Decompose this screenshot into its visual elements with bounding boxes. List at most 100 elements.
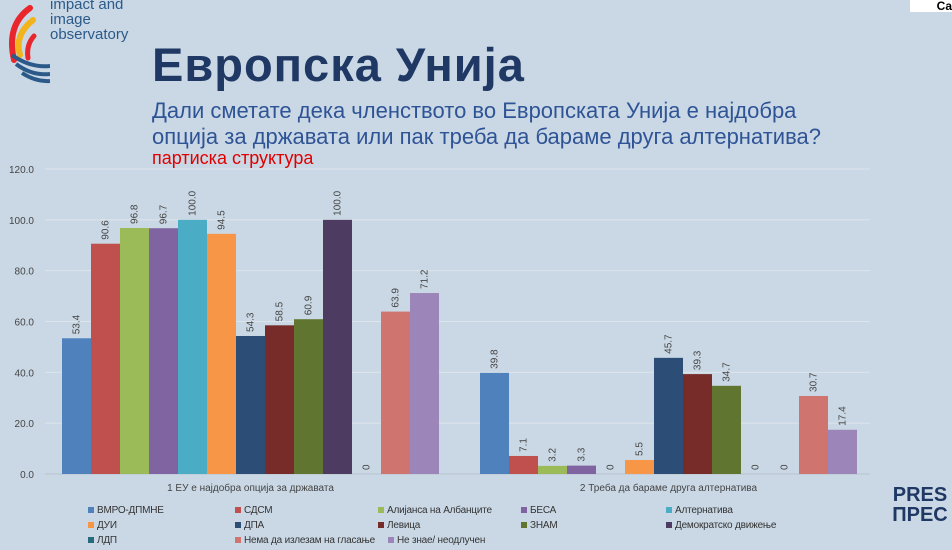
data-label: 90.6 xyxy=(101,220,112,240)
data-label: 39.8 xyxy=(490,349,501,369)
legend-swatch xyxy=(521,507,527,513)
data-label: 63.9 xyxy=(391,288,402,308)
survey-question: Дали сметате дека членството во Европска… xyxy=(152,98,821,149)
legend-label: БЕСА xyxy=(530,505,557,516)
y-tick-label: 60.0 xyxy=(15,318,35,329)
legend-label: ВМРО-ДПМНЕ xyxy=(97,505,164,516)
press-logo: PRES ПРЕС xyxy=(890,485,950,545)
legend-item: Демократско движење xyxy=(666,520,776,532)
data-label: 0 xyxy=(751,464,762,470)
bar xyxy=(91,243,120,474)
bar xyxy=(538,465,567,474)
bar xyxy=(120,227,149,474)
data-label: 60.9 xyxy=(304,295,315,315)
corner-logo: Ca xyxy=(910,0,952,12)
legend-swatch xyxy=(88,522,94,528)
legend-label: Алијанса на Албанците xyxy=(387,505,492,516)
logo-line: observatory xyxy=(50,26,129,43)
bar xyxy=(828,429,857,474)
data-label: 5.5 xyxy=(635,442,646,456)
legend-label: Нема да излезам на гласање xyxy=(244,535,375,546)
legend-label: Алтернатива xyxy=(675,505,733,516)
legend-label: ДПА xyxy=(244,520,265,531)
y-tick-label: 100.0 xyxy=(9,216,34,227)
x-category-label: 1 ЕУ е најдобра опција за државата xyxy=(167,482,334,494)
bar xyxy=(381,311,410,474)
legend-swatch xyxy=(521,522,527,528)
chart-legend: ВМРО-ДПМНЕ СДСМ Алијанса на Албанците БЕСА А… xyxy=(88,505,788,550)
legend-item: Левица xyxy=(378,520,420,532)
bar xyxy=(294,319,323,474)
legend-label: ДУИ xyxy=(97,520,117,531)
legend-item: БЕСА xyxy=(521,505,556,517)
data-label: 45.7 xyxy=(664,334,675,354)
data-label: 94.5 xyxy=(217,210,228,230)
logo-line: impact and xyxy=(50,0,124,13)
y-tick-label: 20.0 xyxy=(15,419,35,430)
data-label: 54.3 xyxy=(246,312,257,332)
y-tick-label: 120.0 xyxy=(9,165,34,176)
data-label: 3.3 xyxy=(577,447,588,461)
data-label: 53.4 xyxy=(72,314,83,334)
bar xyxy=(410,293,439,474)
data-label: 58.5 xyxy=(275,301,286,321)
bar xyxy=(712,385,741,474)
data-label: 0 xyxy=(606,464,617,470)
data-label: 71.2 xyxy=(420,269,431,289)
bar xyxy=(236,335,265,474)
bar xyxy=(149,228,178,474)
x-category-label: 2 Треба да бараме друга алтернатива xyxy=(580,482,758,494)
legend-label: ЗНАМ xyxy=(530,520,558,531)
legend-item: СДСМ xyxy=(235,505,273,517)
legend-swatch xyxy=(235,507,241,513)
data-label: 39.3 xyxy=(693,350,704,370)
data-label: 30.7 xyxy=(809,372,820,392)
bar xyxy=(799,395,828,474)
bar xyxy=(178,219,207,474)
data-label: 100.0 xyxy=(333,190,344,215)
legend-item: Алијанса на Албанците xyxy=(378,505,492,517)
impact-image-observatory-logo: impact and image observatory xyxy=(0,0,140,90)
legend-item: Алтернатива xyxy=(666,505,733,517)
legend-swatch xyxy=(388,537,394,543)
legend-label: СДСМ xyxy=(244,505,273,516)
bar xyxy=(207,233,236,474)
legend-item: ЛДП xyxy=(88,535,117,547)
legend-swatch xyxy=(378,507,384,513)
data-label: 17.4 xyxy=(838,406,849,426)
data-label: 3.2 xyxy=(548,448,559,462)
legend-swatch xyxy=(378,522,384,528)
legend-item: ВМРО-ДПМНЕ xyxy=(88,505,164,517)
data-label: 0 xyxy=(780,464,791,470)
logo-globe-icon xyxy=(9,5,51,84)
page-title: Европска Унија xyxy=(152,38,525,91)
bar xyxy=(480,372,509,474)
legend-swatch xyxy=(666,522,672,528)
legend-swatch xyxy=(88,507,94,513)
bar xyxy=(683,374,712,474)
bar xyxy=(265,325,294,474)
legend-label: Демократско движење xyxy=(675,520,777,531)
legend-label: Левица xyxy=(387,520,421,531)
legend-label: Не знае/ неодлучен xyxy=(397,535,486,546)
legend-item: ДПА xyxy=(235,520,264,532)
bar xyxy=(625,460,654,474)
legend-item: ДУИ xyxy=(88,520,117,532)
logo-line: image xyxy=(50,11,91,28)
legend-swatch xyxy=(235,537,241,543)
press-logo-line: PRES xyxy=(892,484,948,506)
bar xyxy=(62,338,91,474)
legend-item: Не знае/ неодлучен xyxy=(388,535,485,547)
data-label: 7.1 xyxy=(519,438,530,452)
data-label: 96.7 xyxy=(159,204,170,224)
subtitle: партиска структура xyxy=(152,148,314,168)
y-tick-label: 0.0 xyxy=(20,470,34,481)
y-tick-label: 40.0 xyxy=(15,368,35,379)
bar xyxy=(654,357,683,474)
legend-label: ЛДП xyxy=(97,535,117,546)
press-logo-line: ПРЕС xyxy=(892,504,948,526)
data-label: 0 xyxy=(362,464,373,470)
legend-swatch xyxy=(88,537,94,543)
data-label: 100.0 xyxy=(188,190,199,215)
